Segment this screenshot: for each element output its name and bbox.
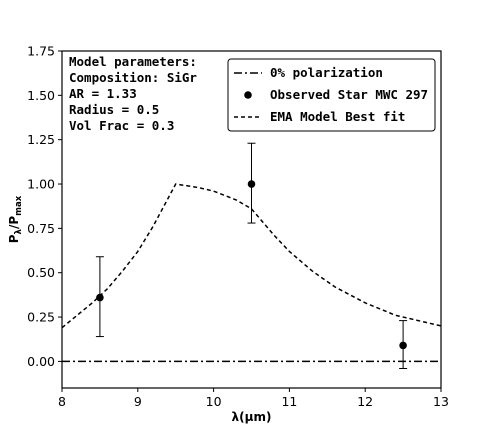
legend: 0% polarization Observed Star MWC 297 EM…	[227, 58, 436, 132]
annotation-line-ar: AR = 1.33	[69, 86, 137, 101]
y-tick-label: 1.75	[27, 44, 55, 59]
data-layer	[61, 142, 442, 369]
y-tick-label: 1.50	[27, 88, 55, 103]
y-tick-label: 0.75	[27, 221, 55, 236]
x-tick-label: 8	[58, 394, 66, 409]
legend-label-observed-star: Observed Star MWC 297	[270, 87, 428, 102]
y-tick-label: 0.25	[27, 310, 55, 325]
model-parameters-annotation: Model parameters: Composition: SiGr AR =…	[69, 54, 197, 133]
ticks-layer: 8 9 10 11 12 13 0.00 0.25 0.50 0.75 1.00 1.25 1.50 1.…	[27, 44, 449, 410]
y-tick-label: 0.00	[27, 354, 55, 369]
y-tick-label: 0.50	[27, 265, 55, 280]
x-axis-title: λ(μm)	[232, 410, 272, 424]
y-axis-title-sub-max: max	[14, 195, 24, 216]
x-tick-label: 12	[357, 394, 373, 409]
annotation-line-title: Model parameters:	[69, 54, 197, 69]
legend-label-ema-model: EMA Model Best fit	[270, 109, 405, 124]
y-axis-title: Pλ/Pmax	[7, 195, 24, 243]
y-axis-title-mid: /P	[7, 216, 21, 229]
data-point-observed-star	[247, 180, 256, 188]
annotation-line-vol-frac: Vol Frac = 0.3	[69, 118, 174, 133]
data-point-observed-star	[96, 293, 104, 302]
legend-box	[227, 58, 436, 132]
annotation-line-composition: Composition: SiGr	[69, 70, 197, 85]
x-tick-label: 13	[433, 394, 449, 409]
y-tick-label: 1.00	[27, 177, 55, 192]
legend-label-zero-polarization: 0% polarization	[270, 65, 383, 80]
annotation-line-radius: Radius = 0.5	[69, 102, 159, 117]
legend-swatch-observed-star	[244, 91, 252, 99]
x-tick-label: 10	[206, 394, 222, 409]
plot-frame	[61, 50, 442, 389]
data-point-observed-star	[399, 341, 407, 350]
y-tick-label: 1.25	[27, 132, 55, 147]
x-tick-label: 11	[281, 394, 297, 409]
x-tick-label: 9	[134, 394, 142, 409]
y-axis-title-sub-lambda: λ	[14, 228, 24, 234]
y-axis-title-main: P	[7, 234, 21, 243]
